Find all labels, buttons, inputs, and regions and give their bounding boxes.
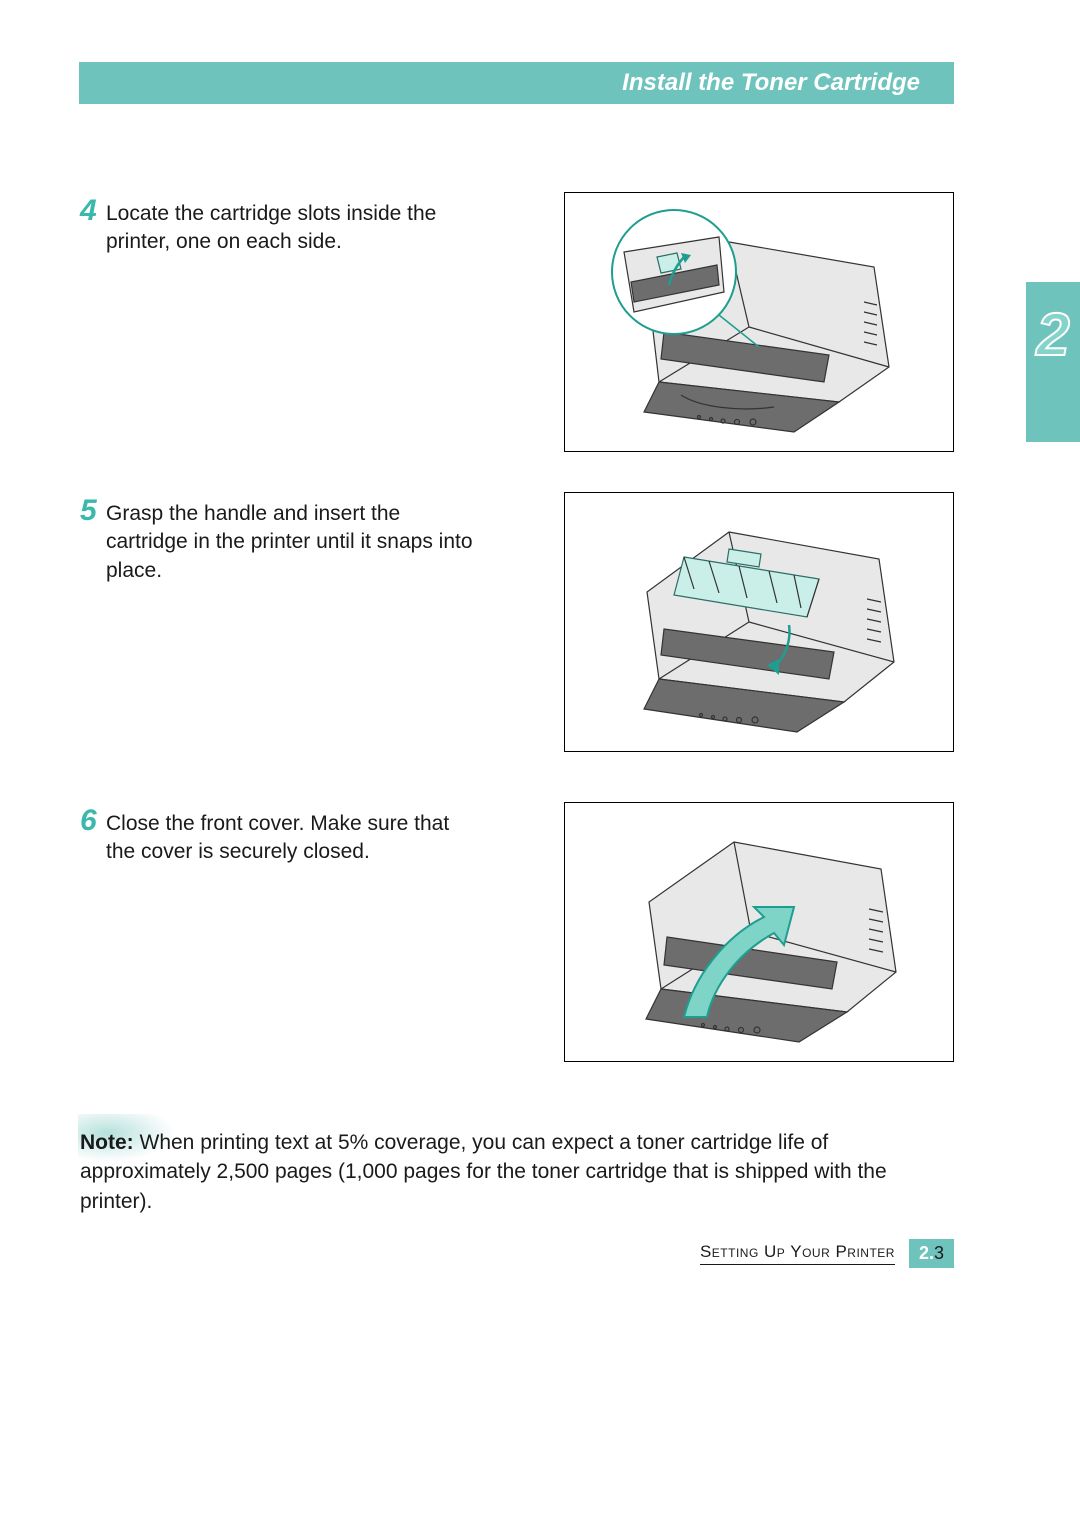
step-text: Locate the cartridge slots inside the pr… <box>106 200 476 257</box>
figure-printer-close <box>564 802 954 1062</box>
page-footer: Setting Up Your Printer 2.3 <box>700 1239 954 1268</box>
chapter-number: 2 <box>1036 300 1069 369</box>
figure-printer-insert <box>564 492 954 752</box>
chapter-side-tab: 2 <box>1026 282 1080 442</box>
footer-page-number: 3 <box>934 1243 944 1263</box>
note-body: When printing text at 5% coverage, you c… <box>80 1131 887 1213</box>
printer-slots-illustration <box>589 207 929 437</box>
note-block: Note: When printing text at 5% coverage,… <box>80 1128 954 1216</box>
note-label: Note: <box>80 1131 134 1154</box>
footer-section: Setting Up Your Printer <box>700 1242 895 1265</box>
note-text: Note: When printing text at 5% coverage,… <box>80 1128 954 1216</box>
printer-close-illustration <box>589 817 929 1047</box>
footer-page: 2.3 <box>909 1239 954 1268</box>
step-text: Close the front cover. Make sure that th… <box>106 810 476 867</box>
step-number: 5 <box>80 494 97 528</box>
footer-page-chapter: 2. <box>919 1243 934 1263</box>
section-title: Install the Toner Cartridge <box>622 69 920 97</box>
step-number: 4 <box>80 194 97 228</box>
step-text: Grasp the handle and insert the cartridg… <box>106 500 476 585</box>
printer-insert-illustration <box>589 507 929 737</box>
figure-printer-slots <box>564 192 954 452</box>
step-number: 6 <box>80 804 97 838</box>
section-header: Install the Toner Cartridge <box>79 62 954 104</box>
